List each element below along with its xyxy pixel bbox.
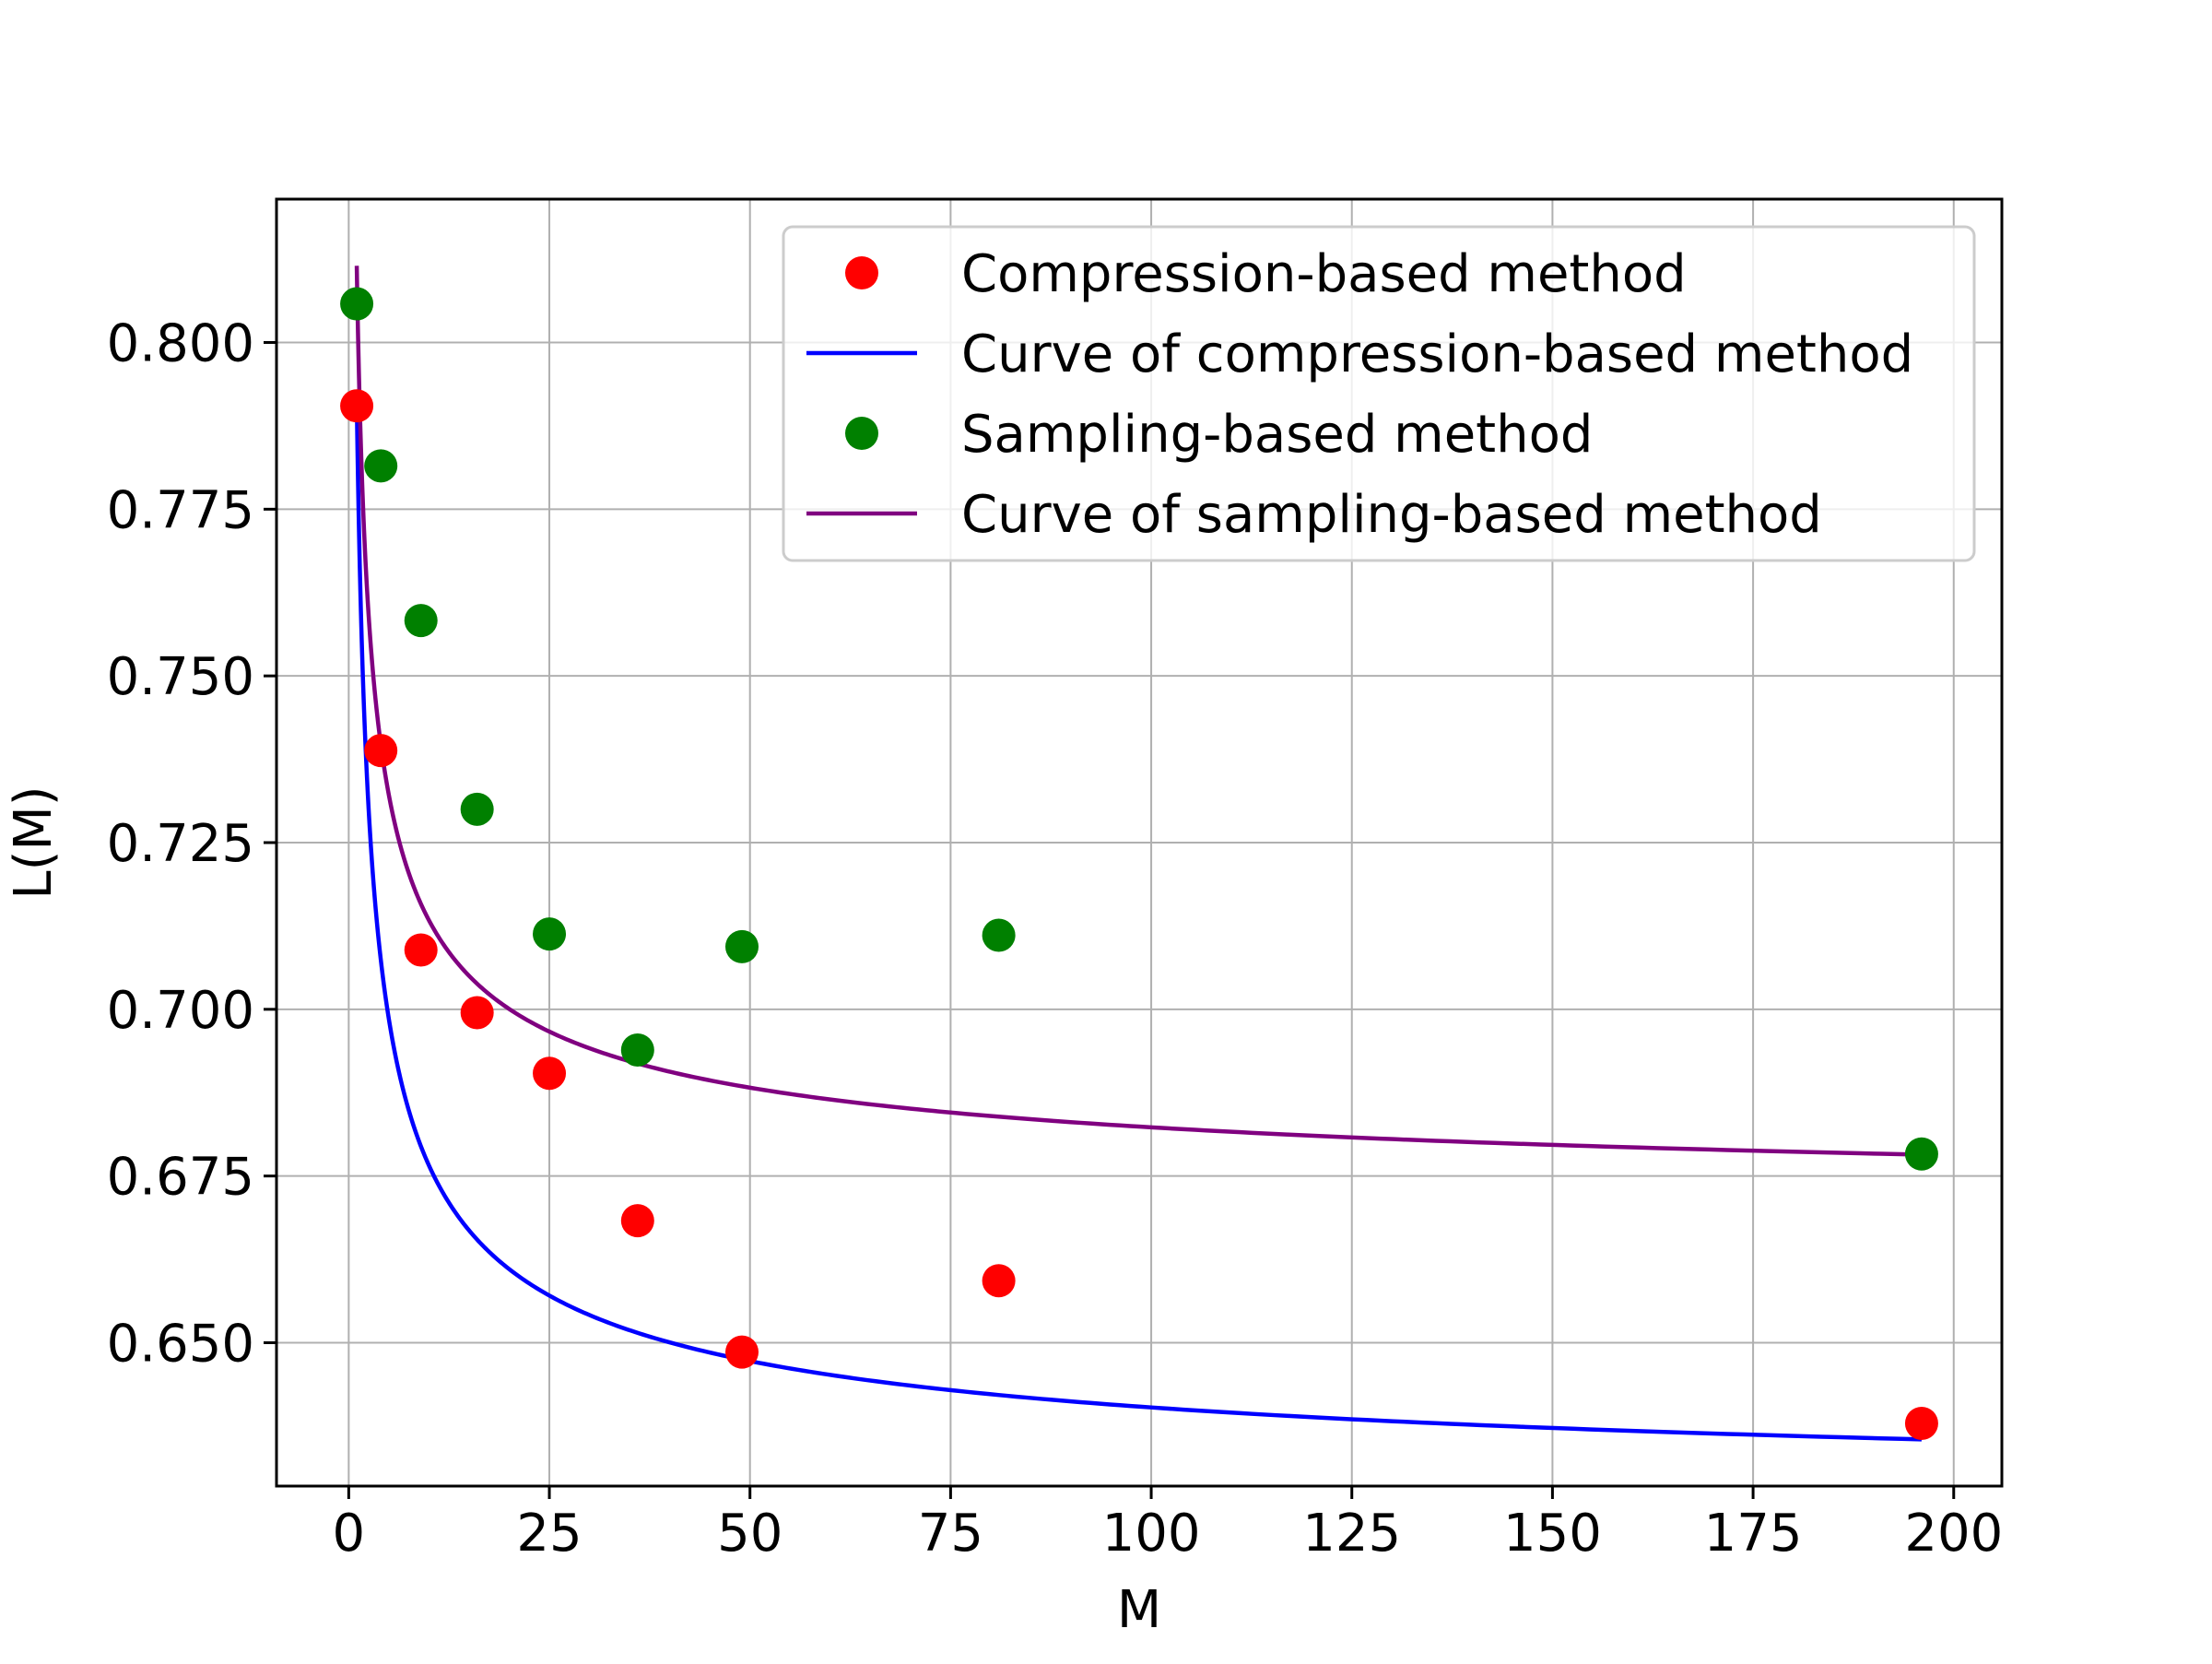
- x-tick-label: 25: [516, 1504, 582, 1564]
- legend-box: [782, 225, 1976, 562]
- data-point: [460, 996, 494, 1030]
- x-tick-label: 150: [1503, 1504, 1602, 1564]
- legend-label: Compression-based method: [961, 244, 1687, 304]
- data-point: [725, 929, 759, 963]
- data-point: [340, 389, 374, 423]
- data-point: [364, 734, 398, 768]
- y-axis-label: L(M): [4, 785, 64, 899]
- legend-label: Curve of compression-based method: [961, 325, 1913, 384]
- data-point: [620, 1204, 654, 1238]
- x-tick-label: 0: [333, 1504, 366, 1564]
- y-tick-label: 0.725: [107, 814, 254, 874]
- x-tick-label: 200: [1904, 1504, 2003, 1564]
- x-axis-label: M: [1117, 1580, 1161, 1640]
- x-tick-label: 75: [918, 1504, 983, 1564]
- data-point: [982, 918, 1016, 952]
- data-point: [364, 449, 398, 483]
- y-tick-label: 0.800: [107, 314, 254, 374]
- legend-label: Sampling-based method: [961, 405, 1593, 465]
- data-point: [982, 1264, 1016, 1298]
- y-tick-label: 0.700: [107, 981, 254, 1041]
- data-point: [1904, 1407, 1938, 1441]
- data-point: [620, 1033, 654, 1067]
- data-point: [460, 792, 494, 826]
- x-tick-label: 125: [1302, 1504, 1401, 1564]
- data-point: [404, 933, 438, 967]
- data-point: [533, 917, 567, 951]
- legend-marker: [845, 256, 878, 289]
- y-tick-label: 0.650: [107, 1314, 254, 1374]
- x-tick-label: 175: [1704, 1504, 1803, 1564]
- series-layer: [340, 266, 1938, 1442]
- data-point: [533, 1056, 567, 1091]
- data-point: [404, 604, 438, 638]
- legend-marker: [845, 417, 878, 450]
- y-tick-label: 0.775: [107, 480, 254, 540]
- x-tick-label: 100: [1102, 1504, 1201, 1564]
- data-point: [340, 287, 374, 321]
- data-point: [725, 1335, 759, 1369]
- legend-label: Curve of sampling-based method: [961, 485, 1822, 545]
- series-line: [354, 400, 1922, 1442]
- axis-ticks: 0 25 50 75 100 125 150 175 200 0.650 0.675 0.700 0.7…: [107, 314, 2004, 1564]
- legend: Compression-based method Curve of compres…: [782, 225, 1976, 562]
- data-point: [1904, 1137, 1938, 1171]
- y-tick-label: 0.675: [107, 1148, 254, 1208]
- x-tick-label: 50: [717, 1504, 782, 1564]
- y-tick-label: 0.750: [107, 647, 254, 707]
- series-line: [354, 266, 1922, 1157]
